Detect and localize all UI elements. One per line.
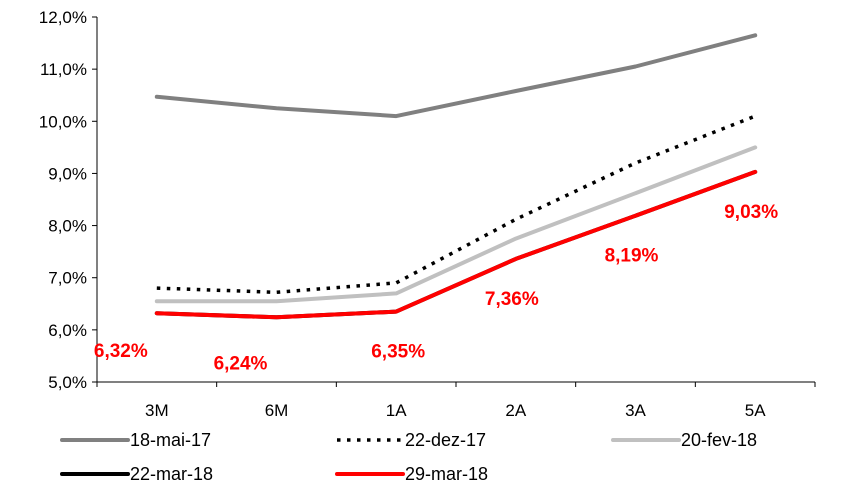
y-tick-label: 8,0% [48, 217, 87, 236]
y-tick-label: 6,0% [48, 321, 87, 340]
legend-label: 18-mai-17 [130, 430, 211, 450]
series-line-22-mar-18 [154, 169, 758, 320]
legend-label: 29-mar-18 [405, 464, 488, 484]
legend-label: 22-mar-18 [130, 464, 213, 484]
x-tick-label: 5A [745, 401, 766, 420]
y-tick-label: 7,0% [48, 269, 87, 288]
y-tick-label: 5,0% [48, 373, 87, 392]
y-tick-label: 10,0% [39, 112, 87, 131]
legend: 18-mai-17 22-dez-17 20-fev-18 22-mar-18 29-m… [60, 430, 757, 484]
data-label: 7,36% [485, 289, 539, 310]
data-label: 9,03% [724, 202, 778, 223]
data-label: 6,32% [94, 341, 148, 362]
series-lines [154, 33, 758, 320]
y-tick-label: 12,0% [39, 8, 87, 27]
y-axis-tick-labels: 5,0% 6,0% 7,0% 8,0% 9,0% 10,0% 11,0% 12,0% [39, 8, 87, 392]
x-tick-label: 2A [505, 401, 526, 420]
legend-label: 20-fev-18 [681, 430, 757, 450]
data-label: 6,24% [214, 353, 268, 374]
x-axis-tick-labels: 3M 6M 1A 2A 3A 5A [145, 401, 766, 420]
series-line-20-fev-18 [154, 145, 758, 304]
series-line-29-mar-18 [154, 169, 758, 320]
chart-axes [92, 16, 816, 387]
data-labels: 6,32% 6,24% 6,35% 7,36% 8,19% 9,03% [94, 202, 778, 374]
x-tick-label: 3A [625, 401, 646, 420]
data-label: 8,19% [605, 246, 659, 267]
series-line-18-mai-17 [154, 33, 758, 119]
legend-label: 22-dez-17 [405, 430, 486, 450]
x-tick-label: 6M [265, 401, 289, 420]
y-tick-label: 11,0% [40, 60, 87, 79]
data-label: 6,35% [371, 342, 425, 363]
x-tick-label: 1A [386, 401, 407, 420]
y-tick-label: 9,0% [48, 164, 87, 183]
x-tick-label: 3M [145, 401, 169, 420]
